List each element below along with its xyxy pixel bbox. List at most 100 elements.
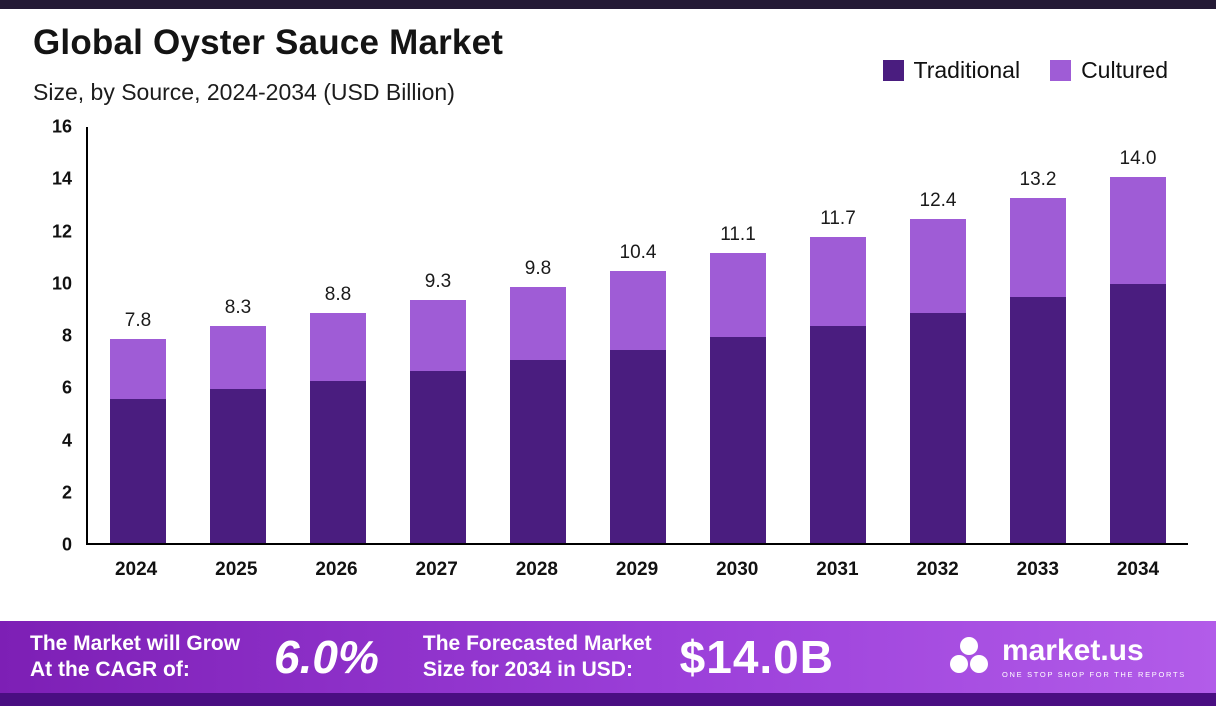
bar-segment-traditional (810, 326, 866, 543)
y-tick-label: 8 (61, 325, 72, 346)
bar-total-label: 9.8 (524, 257, 552, 279)
chart-subtitle: Size, by Source, 2024-2034 (USD Billion) (33, 79, 455, 105)
legend-label-traditional: Traditional (913, 57, 1021, 83)
bar-segment-traditional (310, 381, 366, 543)
bar-segment-traditional (910, 313, 966, 543)
bar-total-label: 9.3 (424, 271, 452, 293)
bar-total-label: 7.8 (124, 310, 152, 332)
bar-segment-cultured (310, 313, 366, 382)
bar-total-label: 12.4 (919, 190, 957, 212)
bar-stack-2033 (1010, 198, 1066, 543)
x-axis-label: 2030 (716, 559, 759, 580)
legend-swatch-traditional (882, 60, 904, 81)
bottom-accent-bar (0, 693, 1216, 706)
bar-segment-traditional (1010, 297, 1066, 543)
legend-item-cultured: Cultured (1050, 57, 1168, 84)
y-tick-label: 6 (61, 377, 72, 398)
x-axis-label: 2027 (415, 559, 458, 580)
bar-segment-cultured (610, 271, 666, 350)
bar-stack-2028 (510, 286, 566, 543)
bar-group-2030: 11.1 (688, 127, 788, 543)
bar-group-2027: 9.3 (388, 127, 488, 543)
bar-segment-traditional (610, 349, 666, 543)
bar-segment-cultured (410, 300, 466, 371)
y-tick-label: 10 (51, 273, 72, 294)
y-tick-label: 2 (61, 482, 72, 503)
forecast-label-line1: The Forecasted Market (422, 631, 652, 655)
x-axis: 2024 2025 2026 2027 2028 2029 2030 2031 2032 2033… (86, 559, 1188, 581)
marketus-logo-icon (949, 637, 988, 673)
y-axis: 0 2 4 6 8 10 12 14 16 (34, 117, 78, 555)
bar-segment-cultured (110, 339, 166, 400)
bar-segment-cultured (210, 326, 266, 389)
bar-stack-2034 (1110, 177, 1166, 543)
bar-stack-2027 (410, 300, 466, 543)
bar-total-label: 14.0 (1119, 148, 1157, 170)
cagr-label-line1: The Market will Grow (30, 631, 241, 655)
x-axis-label: 2034 (1116, 559, 1160, 580)
bar-segment-cultured (1110, 177, 1166, 285)
x-axis-label: 2028 (515, 559, 558, 580)
chart-panel: Global Oyster Sauce Market Size, by Sour… (0, 9, 1216, 621)
cagr-value: 6.0% (274, 631, 379, 683)
marketus-logo-tagline: ONE STOP SHOP FOR THE REPORTS (1001, 669, 1186, 679)
bar-total-label: 8.8 (324, 284, 352, 306)
bar-segment-cultured (810, 237, 866, 327)
marketus-logo-wordmark: market.us (1001, 633, 1144, 667)
x-axis-label: 2025 (215, 559, 258, 580)
x-axis-label: 2026 (315, 559, 358, 580)
bar-group-2026: 8.8 (288, 127, 388, 543)
bar-segment-cultured (710, 253, 766, 337)
bar-segment-cultured (1010, 198, 1066, 298)
bar-total-label: 13.2 (1019, 169, 1057, 191)
bar-total-label: 10.4 (619, 242, 657, 264)
forecast-value: $14.0B (679, 631, 834, 683)
bar-segment-traditional (1110, 284, 1166, 543)
bar-group-2034: 14.0 (1088, 127, 1188, 543)
x-axis-label: 2032 (916, 559, 959, 580)
chart-legend: Traditional Cultured (882, 57, 1168, 84)
x-axis-label: 2033 (1016, 559, 1059, 580)
y-tick-label: 0 (61, 534, 72, 555)
y-tick-label: 12 (51, 221, 72, 241)
legend-item-traditional: Traditional (882, 57, 1021, 84)
footer-banner: The Market will Grow At the CAGR of: 6.0… (0, 621, 1216, 693)
legend-label-cultured: Cultured (1081, 57, 1168, 83)
bar-group-2025: 8.3 (188, 127, 288, 543)
x-axis-label: 2024 (114, 559, 158, 580)
bar-stack-2030 (710, 253, 766, 543)
y-tick-label: 16 (51, 116, 72, 137)
bar-group-2031: 11.7 (788, 127, 888, 543)
cagr-label: The Market will Grow At the CAGR of: (30, 631, 240, 684)
y-tick-label: 4 (61, 430, 72, 450)
x-axis-label: 2029 (615, 559, 659, 580)
forecast-label-line2: Size for 2034 in USD: (422, 658, 633, 681)
bar-group-2033: 13.2 (988, 127, 1088, 543)
bar-group-2029: 10.4 (588, 127, 688, 543)
marketus-logo-text: market.us ONE STOP SHOP FOR THE REPORTS (1001, 633, 1186, 679)
bar-total-label: 11.1 (720, 224, 756, 246)
bar-stack-2026 (310, 313, 366, 543)
bar-stack-2025 (210, 326, 266, 543)
bar-group-2028: 9.8 (488, 127, 588, 543)
x-axis-label: 2031 (816, 559, 859, 580)
bar-segment-traditional (510, 360, 566, 543)
bar-segment-cultured (910, 219, 966, 314)
bar-segment-cultured (510, 286, 566, 361)
bar-segment-traditional (110, 399, 166, 543)
bar-segment-traditional (410, 370, 466, 543)
forecast-label: The Forecasted Market Size for 2034 in U… (423, 631, 652, 684)
bar-stack-2032 (910, 219, 966, 543)
chart-area: 0 2 4 6 8 10 12 14 16 7.8 8.3 8.8 9.3 9.8 10.4 11.1 11.… (34, 117, 1188, 581)
page-title: Global Oyster Sauce Market (33, 23, 504, 62)
marketus-logo: market.us ONE STOP SHOP FOR THE REPORTS (946, 634, 1186, 680)
bar-group-2024: 7.8 (88, 127, 188, 543)
bar-stack-2024 (110, 339, 166, 543)
plot-area: 7.8 8.3 8.8 9.3 9.8 10.4 11.1 11.7 12.4 13.2 14.0 (86, 127, 1188, 545)
bar-total-label: 11.7 (820, 208, 856, 230)
bar-segment-traditional (710, 336, 766, 543)
bar-stack-2031 (810, 237, 866, 543)
legend-swatch-cultured (1050, 60, 1072, 81)
bar-segment-traditional (210, 388, 266, 543)
bar-stack-2029 (610, 271, 666, 543)
